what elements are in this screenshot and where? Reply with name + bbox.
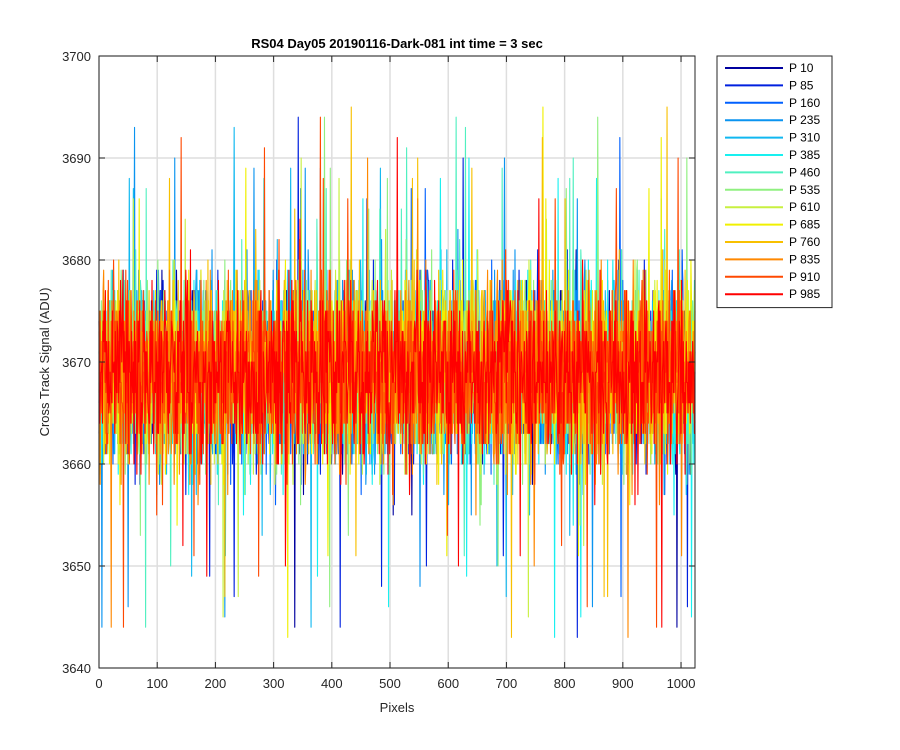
legend-label: P 385 bbox=[789, 148, 820, 162]
y-axis-label: Cross Track Signal (ADU) bbox=[37, 288, 52, 437]
x-tick-label: 900 bbox=[612, 676, 634, 691]
legend-label: P 760 bbox=[789, 235, 820, 249]
x-tick-label: 400 bbox=[321, 676, 343, 691]
legend-label: P 535 bbox=[789, 183, 820, 197]
legend-label: P 310 bbox=[789, 131, 820, 145]
legend-label: P 610 bbox=[789, 200, 820, 214]
chart-title: RS04 Day05 20190116-Dark-081 int time = … bbox=[251, 36, 543, 51]
legend-label: P 85 bbox=[789, 78, 814, 92]
y-tick-label: 3700 bbox=[62, 49, 91, 64]
x-tick-label: 700 bbox=[496, 676, 518, 691]
legend-label: P 160 bbox=[789, 96, 820, 110]
y-tick-label: 3660 bbox=[62, 457, 91, 472]
series-lines bbox=[98, 106, 696, 638]
y-tick-label: 3640 bbox=[62, 661, 91, 676]
x-tick-label: 300 bbox=[263, 676, 285, 691]
legend-box bbox=[716, 55, 833, 309]
y-axis-ticks: 3640 3650 3660 3670 3680 3690 3700 bbox=[62, 49, 695, 676]
y-tick-label: 3690 bbox=[62, 151, 91, 166]
y-tick-label: 3670 bbox=[62, 355, 91, 370]
x-tick-label: 100 bbox=[146, 676, 168, 691]
legend-label: P 685 bbox=[789, 218, 820, 232]
series-line bbox=[98, 137, 696, 628]
legend-label: P 835 bbox=[789, 252, 820, 266]
x-axis-label: Pixels bbox=[380, 700, 415, 715]
legend: P 10 P 85 P 160 P 235 P 310 P 385 P 460 P 535 P … bbox=[716, 55, 833, 309]
x-tick-label: 0 bbox=[95, 676, 102, 691]
legend-label: P 460 bbox=[789, 165, 820, 179]
x-axis-ticks: 0 100 200 300 400 500 600 700 800 900 1000 bbox=[95, 56, 695, 691]
y-tick-label: 3650 bbox=[62, 559, 91, 574]
x-tick-label: 600 bbox=[437, 676, 459, 691]
x-tick-label: 200 bbox=[205, 676, 227, 691]
legend-label: P 10 bbox=[789, 61, 814, 75]
x-tick-label: 800 bbox=[554, 676, 576, 691]
legend-label: P 985 bbox=[789, 287, 820, 301]
legend-label: P 235 bbox=[789, 113, 820, 127]
legend-label: P 910 bbox=[789, 270, 820, 284]
x-tick-label: 500 bbox=[379, 676, 401, 691]
y-tick-label: 3680 bbox=[62, 253, 91, 268]
x-tick-label: 1000 bbox=[667, 676, 696, 691]
